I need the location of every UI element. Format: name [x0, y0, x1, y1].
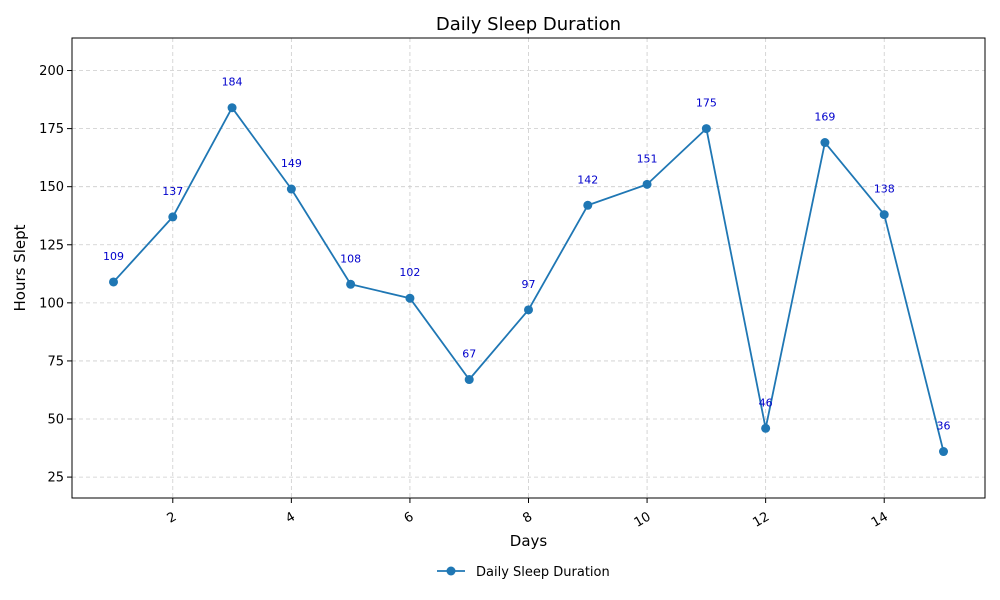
data-label: 108	[340, 252, 361, 265]
data-point	[939, 447, 948, 457]
data-label: 109	[103, 250, 124, 263]
legend: Daily Sleep Duration	[437, 565, 610, 580]
y-tick-label: 175	[39, 122, 64, 137]
y-tick-label: 100	[39, 296, 64, 311]
data-label: 102	[399, 266, 420, 279]
legend-entry: Daily Sleep Duration	[476, 565, 610, 580]
data-label: 175	[696, 97, 717, 110]
data-label: 67	[462, 348, 476, 361]
x-tick-label: 12	[750, 509, 772, 530]
data-point	[168, 212, 178, 222]
x-tick-label: 10	[632, 509, 654, 530]
data-label: 36	[937, 420, 951, 433]
data-point	[286, 184, 296, 194]
legend-marker-swatch	[446, 566, 456, 576]
chart-title: Daily Sleep Duration	[436, 14, 621, 35]
data-point	[761, 423, 771, 433]
data-point	[405, 293, 415, 303]
data-label: 46	[759, 396, 773, 409]
data-label: 137	[162, 185, 183, 198]
y-tick-label: 75	[47, 354, 64, 369]
data-point	[820, 138, 830, 148]
grid-lines	[72, 38, 985, 498]
data-point	[109, 277, 118, 287]
y-tick-label: 200	[39, 64, 64, 79]
y-tick-label: 25	[47, 471, 64, 486]
x-axis-label: Days	[510, 532, 548, 550]
data-label: 149	[281, 157, 302, 170]
data-point	[701, 124, 711, 134]
data-label: 169	[814, 111, 835, 124]
y-axis-label: Hours Slept	[11, 224, 29, 311]
data-label: 151	[637, 152, 658, 165]
data-point	[227, 103, 237, 113]
y-tick-label: 125	[39, 238, 64, 253]
data-point	[464, 375, 474, 385]
data-label: 97	[522, 278, 536, 291]
data-label: 142	[577, 173, 598, 186]
data-point	[642, 179, 652, 189]
y-tick-label: 150	[39, 180, 64, 195]
data-label: 138	[874, 183, 895, 196]
data-point	[879, 210, 889, 220]
data-point	[583, 200, 593, 210]
data-point	[524, 305, 533, 315]
data-point	[346, 279, 356, 289]
series-layer: 109 137 184 149 108 102 67 97 142 151 175 46 169 138 3…	[103, 76, 951, 457]
data-label: 184	[222, 76, 243, 89]
y-tick-label: 50	[47, 413, 64, 428]
x-tick-label: 14	[869, 509, 891, 530]
